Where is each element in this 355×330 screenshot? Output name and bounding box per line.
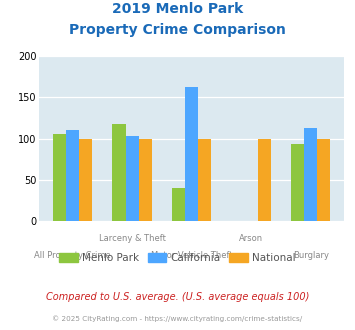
Bar	[53, 134, 66, 221]
Text: Property Crime Comparison: Property Crime Comparison	[69, 23, 286, 37]
Text: Larceny & Theft: Larceny & Theft	[99, 234, 165, 243]
Bar	[185, 86, 198, 221]
Text: Compared to U.S. average. (U.S. average equals 100): Compared to U.S. average. (U.S. average …	[46, 292, 309, 302]
Bar	[113, 124, 126, 221]
Text: Burglary: Burglary	[293, 251, 329, 260]
Text: All Property Crime: All Property Crime	[34, 251, 111, 260]
Text: 2019 Menlo Park: 2019 Menlo Park	[112, 2, 243, 16]
Bar	[317, 139, 331, 221]
Text: Motor Vehicle Theft: Motor Vehicle Theft	[151, 251, 233, 260]
Bar	[258, 139, 271, 221]
Legend: Menlo Park, California, National: Menlo Park, California, National	[55, 249, 300, 267]
Bar	[79, 139, 92, 221]
Bar	[304, 128, 317, 221]
Bar	[66, 130, 79, 221]
Bar	[139, 139, 152, 221]
Text: © 2025 CityRating.com - https://www.cityrating.com/crime-statistics/: © 2025 CityRating.com - https://www.city…	[53, 315, 302, 322]
Bar	[172, 188, 185, 221]
Bar	[198, 139, 211, 221]
Bar	[291, 144, 304, 221]
Text: Arson: Arson	[239, 234, 263, 243]
Bar	[126, 136, 139, 221]
